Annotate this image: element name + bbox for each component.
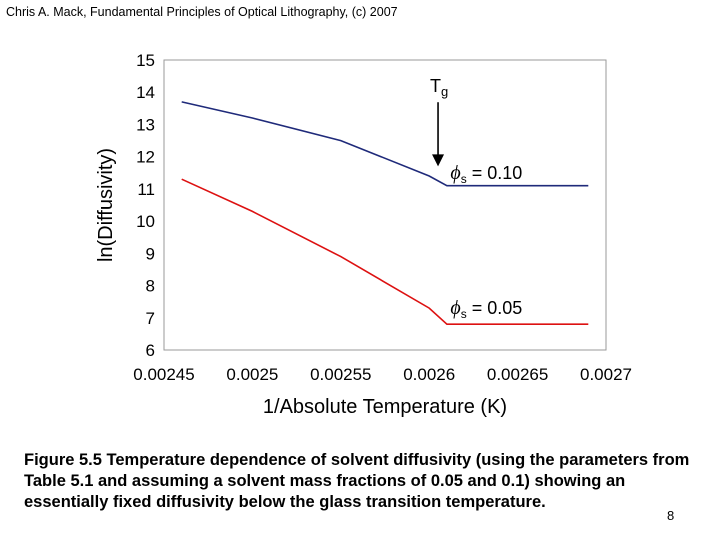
figure-caption: Figure 5.5 Temperature dependence of sol… bbox=[24, 451, 690, 511]
x-axis-label: 1/Absolute Temperature (K) bbox=[263, 396, 507, 418]
tg-arrow-head bbox=[432, 154, 445, 167]
y-tick-label: 14 bbox=[136, 83, 155, 102]
series-label-2: ϕs = 0.05 bbox=[450, 297, 522, 321]
x-tick-label: 0.0025 bbox=[226, 365, 278, 384]
x-tick-label: 0.0026 bbox=[403, 365, 455, 384]
y-tick-label: 15 bbox=[136, 51, 155, 70]
diffusivity-chart: 0.00245 0.0025 0.00255 0.0026 0.00265 0.0027 … bbox=[95, 51, 632, 418]
y-axis-label: ln(Diffusivity) bbox=[95, 148, 117, 262]
x-tick-label: 0.00245 bbox=[133, 365, 194, 384]
x-tick-label: 0.00255 bbox=[310, 365, 371, 384]
series-label-1: ϕs = 0.10 bbox=[450, 162, 522, 186]
y-tick-label: 13 bbox=[136, 115, 155, 134]
series-line-0 bbox=[181, 101, 589, 187]
y-tick-label: 11 bbox=[137, 180, 155, 199]
y-tick-labels: 6 7 8 9 10 11 12 13 14 15 bbox=[136, 51, 155, 360]
annotations: Tg ϕs = 0.10 ϕs = 0.05 bbox=[430, 76, 522, 321]
tg-label: Tg bbox=[430, 76, 448, 99]
credit-line: Chris A. Mack, Fundamental Principles of… bbox=[6, 5, 398, 19]
page-number: 8 bbox=[667, 508, 675, 523]
y-tick-label: 12 bbox=[136, 148, 155, 167]
y-tick-label: 8 bbox=[146, 277, 155, 296]
x-tick-label: 0.0027 bbox=[580, 365, 632, 384]
y-tick-label: 7 bbox=[146, 309, 155, 328]
y-tick-label: 10 bbox=[136, 212, 155, 231]
series-group bbox=[181, 101, 589, 326]
y-tick-label: 6 bbox=[146, 341, 155, 360]
series-line-1 bbox=[181, 178, 589, 326]
y-tick-label: 9 bbox=[146, 244, 155, 263]
x-tick-labels: 0.00245 0.0025 0.00255 0.0026 0.00265 0.0027 bbox=[133, 365, 632, 384]
plot-frame bbox=[163, 59, 607, 351]
x-tick-label: 0.00265 bbox=[487, 365, 548, 384]
